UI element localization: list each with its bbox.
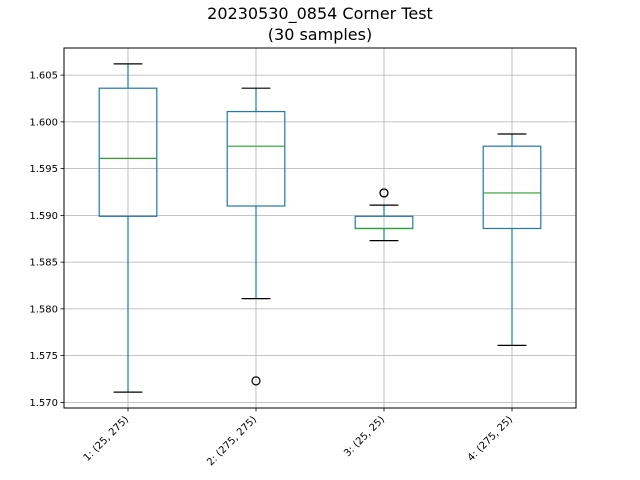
- y-tick-label: 1.585: [29, 258, 58, 269]
- box-group: [98, 63, 158, 393]
- y-tick-label: 1.600: [29, 117, 58, 128]
- y-tick-label: 1.595: [29, 164, 58, 175]
- box-group: [226, 87, 286, 386]
- y-tick-label: 1.570: [29, 398, 58, 409]
- outlier-point: [379, 188, 389, 198]
- y-tick-label: 1.575: [29, 351, 58, 362]
- iqr-box: [98, 87, 158, 217]
- plot-frame: [63, 47, 577, 409]
- iqr-box: [226, 110, 286, 207]
- chart-subtitle: (30 samples): [268, 25, 372, 44]
- iqr-box: [482, 145, 542, 230]
- y-tick-label: 1.590: [29, 211, 58, 222]
- box-series: [98, 63, 542, 393]
- y-tick-label: 1.580: [29, 304, 58, 315]
- box-group: [482, 133, 542, 346]
- y-tick-label: 1.605: [29, 71, 58, 82]
- outlier-point: [251, 376, 261, 386]
- box-group: [354, 188, 414, 242]
- chart-title: 20230530_0854 Corner Test: [207, 4, 433, 24]
